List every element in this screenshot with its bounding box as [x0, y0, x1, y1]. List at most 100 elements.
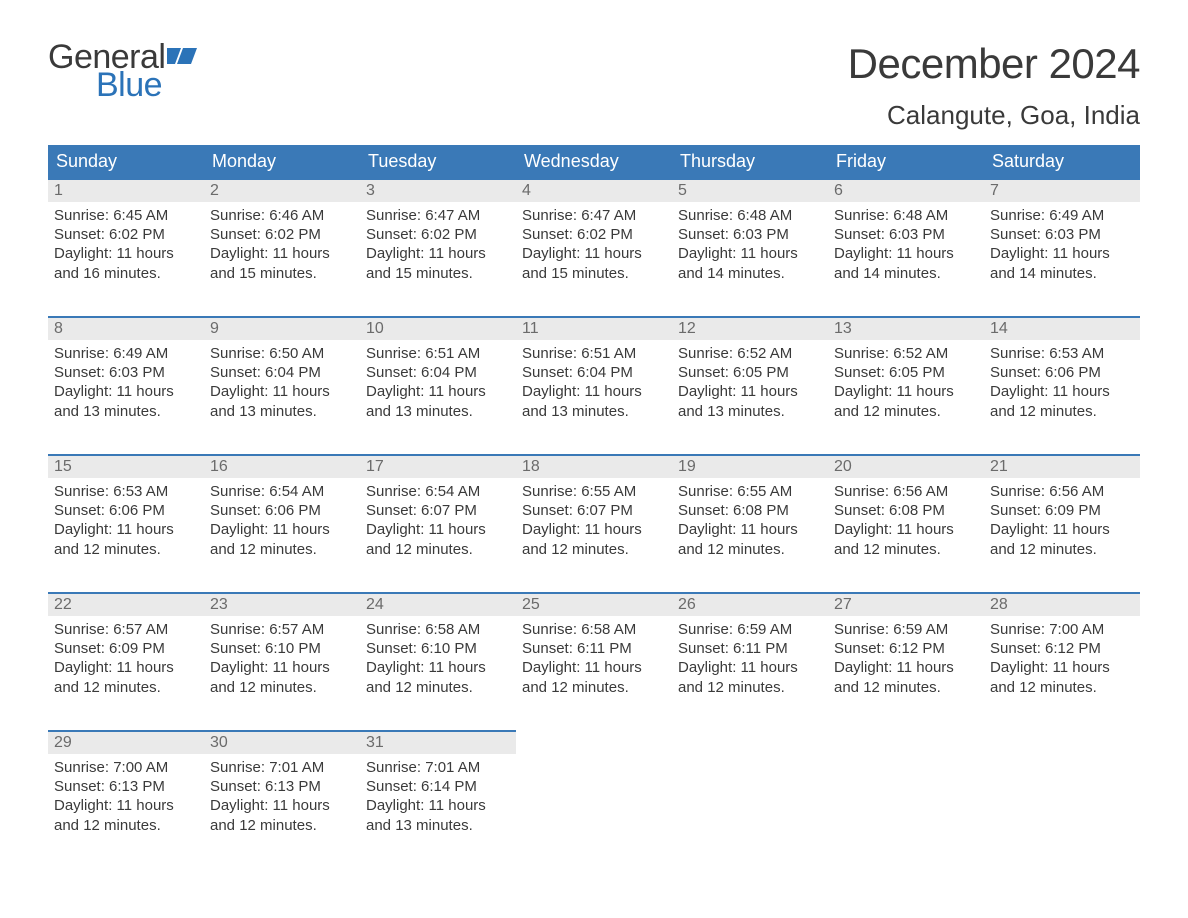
calendar-cell: 11Sunrise: 6:51 AMSunset: 6:04 PMDayligh…: [516, 316, 672, 440]
day-cell: 20Sunrise: 6:56 AMSunset: 6:08 PMDayligh…: [828, 454, 984, 563]
day-number: 21: [984, 454, 1140, 478]
daylight-text: Daylight: 11 hours and 13 minutes.: [522, 382, 666, 420]
sunrise-text: Sunrise: 6:58 AM: [366, 620, 510, 639]
daylight-text: Daylight: 11 hours and 12 minutes.: [522, 520, 666, 558]
spacer-cell: [984, 440, 1140, 454]
daylight-text: Daylight: 11 hours and 12 minutes.: [210, 658, 354, 696]
weekday-header: Saturday: [984, 145, 1140, 178]
sunset-text: Sunset: 6:02 PM: [366, 225, 510, 244]
spacer-cell: [48, 578, 204, 592]
header: General Blue December 2024 Calangute, Go…: [48, 40, 1140, 131]
day-body: Sunrise: 6:47 AMSunset: 6:02 PMDaylight:…: [516, 202, 672, 287]
spacer-cell: [48, 440, 204, 454]
day-cell: 26Sunrise: 6:59 AMSunset: 6:11 PMDayligh…: [672, 592, 828, 701]
daylight-text: Daylight: 11 hours and 12 minutes.: [990, 520, 1134, 558]
calendar-cell: 26Sunrise: 6:59 AMSunset: 6:11 PMDayligh…: [672, 592, 828, 716]
sunrise-text: Sunrise: 6:54 AM: [210, 482, 354, 501]
day-body: Sunrise: 6:56 AMSunset: 6:08 PMDaylight:…: [828, 478, 984, 563]
spacer-cell: [204, 440, 360, 454]
spacer-cell: [984, 578, 1140, 592]
week-spacer: [48, 440, 1140, 454]
day-number: 22: [48, 592, 204, 616]
calendar-cell: 3Sunrise: 6:47 AMSunset: 6:02 PMDaylight…: [360, 178, 516, 302]
calendar-cell: 15Sunrise: 6:53 AMSunset: 6:06 PMDayligh…: [48, 454, 204, 578]
sunset-text: Sunset: 6:06 PM: [210, 501, 354, 520]
day-number: 8: [48, 316, 204, 340]
day-body: Sunrise: 6:45 AMSunset: 6:02 PMDaylight:…: [48, 202, 204, 287]
spacer-cell: [672, 440, 828, 454]
daylight-text: Daylight: 11 hours and 14 minutes.: [834, 244, 978, 282]
spacer-cell: [828, 440, 984, 454]
calendar-cell: [828, 730, 984, 854]
day-cell: 30Sunrise: 7:01 AMSunset: 6:13 PMDayligh…: [204, 730, 360, 839]
calendar-header-row: Sunday Monday Tuesday Wednesday Thursday…: [48, 145, 1140, 178]
day-cell: 22 Sunrise: 6:57 AMSunset: 6:09 PMDayligh…: [48, 592, 204, 701]
calendar-week-row: 29Sunrise: 7:00 AMSunset: 6:13 PMDayligh…: [48, 730, 1140, 854]
logo: General Blue: [48, 40, 197, 102]
calendar-cell: 23Sunrise: 6:57 AMSunset: 6:10 PMDayligh…: [204, 592, 360, 716]
day-number: 27: [828, 592, 984, 616]
sunset-text: Sunset: 6:12 PM: [990, 639, 1134, 658]
day-number: 17: [360, 454, 516, 478]
daylight-text: Daylight: 11 hours and 12 minutes.: [834, 520, 978, 558]
day-cell: 27Sunrise: 6:59 AMSunset: 6:12 PMDayligh…: [828, 592, 984, 701]
day-body: Sunrise: 6:52 AMSunset: 6:05 PMDaylight:…: [672, 340, 828, 425]
sunrise-text: Sunrise: 6:57 AM: [54, 620, 198, 639]
day-number: 15: [48, 454, 204, 478]
day-body: Sunrise: 6:52 AMSunset: 6:05 PMDaylight:…: [828, 340, 984, 425]
calendar-cell: 1Sunrise: 6:45 AMSunset: 6:02 PMDaylight…: [48, 178, 204, 302]
daylight-text: Daylight: 11 hours and 12 minutes.: [54, 796, 198, 834]
calendar-cell: 22 Sunrise: 6:57 AMSunset: 6:09 PMDayligh…: [48, 592, 204, 716]
sunset-text: Sunset: 6:04 PM: [522, 363, 666, 382]
sunset-text: Sunset: 6:13 PM: [54, 777, 198, 796]
sunset-text: Sunset: 6:02 PM: [522, 225, 666, 244]
weekday-header: Thursday: [672, 145, 828, 178]
day-body: Sunrise: 7:00 AMSunset: 6:12 PMDaylight:…: [984, 616, 1140, 701]
spacer-cell: [204, 578, 360, 592]
calendar-body: 1Sunrise: 6:45 AMSunset: 6:02 PMDaylight…: [48, 178, 1140, 854]
sunrise-text: Sunrise: 6:46 AM: [210, 206, 354, 225]
sunrise-text: Sunrise: 6:52 AM: [834, 344, 978, 363]
sunrise-text: Sunrise: 6:50 AM: [210, 344, 354, 363]
week-spacer: [48, 302, 1140, 316]
day-body: Sunrise: 6:54 AMSunset: 6:06 PMDaylight:…: [204, 478, 360, 563]
calendar-cell: 6Sunrise: 6:48 AMSunset: 6:03 PMDaylight…: [828, 178, 984, 302]
daylight-text: Daylight: 11 hours and 12 minutes.: [834, 382, 978, 420]
day-cell: 2Sunrise: 6:46 AMSunset: 6:02 PMDaylight…: [204, 178, 360, 287]
calendar-cell: 25Sunrise: 6:58 AMSunset: 6:11 PMDayligh…: [516, 592, 672, 716]
day-body: Sunrise: 6:48 AMSunset: 6:03 PMDaylight:…: [672, 202, 828, 287]
spacer-cell: [984, 716, 1140, 730]
day-body: Sunrise: 6:47 AMSunset: 6:02 PMDaylight:…: [360, 202, 516, 287]
sunrise-text: Sunrise: 6:53 AM: [54, 482, 198, 501]
calendar-cell: 28Sunrise: 7:00 AMSunset: 6:12 PMDayligh…: [984, 592, 1140, 716]
daylight-text: Daylight: 11 hours and 13 minutes.: [678, 382, 822, 420]
spacer-cell: [828, 302, 984, 316]
day-body: Sunrise: 6:53 AMSunset: 6:06 PMDaylight:…: [48, 478, 204, 563]
daylight-text: Daylight: 11 hours and 14 minutes.: [678, 244, 822, 282]
sunrise-text: Sunrise: 6:54 AM: [366, 482, 510, 501]
weekday-header: Monday: [204, 145, 360, 178]
spacer-cell: [984, 302, 1140, 316]
day-number: 5: [672, 178, 828, 202]
daylight-text: Daylight: 11 hours and 12 minutes.: [54, 658, 198, 696]
daylight-text: Daylight: 11 hours and 13 minutes.: [54, 382, 198, 420]
sunrise-text: Sunrise: 6:49 AM: [990, 206, 1134, 225]
week-spacer: [48, 716, 1140, 730]
day-number: 10: [360, 316, 516, 340]
sunrise-text: Sunrise: 6:56 AM: [990, 482, 1134, 501]
sunrise-text: Sunrise: 6:51 AM: [522, 344, 666, 363]
sunrise-text: Sunrise: 6:51 AM: [366, 344, 510, 363]
day-body: Sunrise: 6:55 AMSunset: 6:07 PMDaylight:…: [516, 478, 672, 563]
day-number: 24: [360, 592, 516, 616]
sunrise-text: Sunrise: 6:47 AM: [522, 206, 666, 225]
sunset-text: Sunset: 6:13 PM: [210, 777, 354, 796]
day-cell: 1Sunrise: 6:45 AMSunset: 6:02 PMDaylight…: [48, 178, 204, 287]
day-cell: 28Sunrise: 7:00 AMSunset: 6:12 PMDayligh…: [984, 592, 1140, 701]
weekday-header: Tuesday: [360, 145, 516, 178]
spacer-cell: [516, 302, 672, 316]
day-body: Sunrise: 6:50 AMSunset: 6:04 PMDaylight:…: [204, 340, 360, 425]
sunset-text: Sunset: 6:09 PM: [54, 639, 198, 658]
daylight-text: Daylight: 11 hours and 15 minutes.: [522, 244, 666, 282]
calendar-cell: 30Sunrise: 7:01 AMSunset: 6:13 PMDayligh…: [204, 730, 360, 854]
day-body: Sunrise: 6:46 AMSunset: 6:02 PMDaylight:…: [204, 202, 360, 287]
